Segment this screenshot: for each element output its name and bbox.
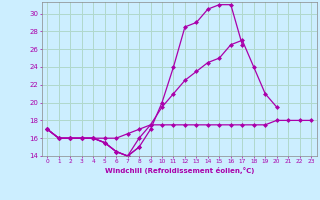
X-axis label: Windchill (Refroidissement éolien,°C): Windchill (Refroidissement éolien,°C) bbox=[105, 167, 254, 174]
